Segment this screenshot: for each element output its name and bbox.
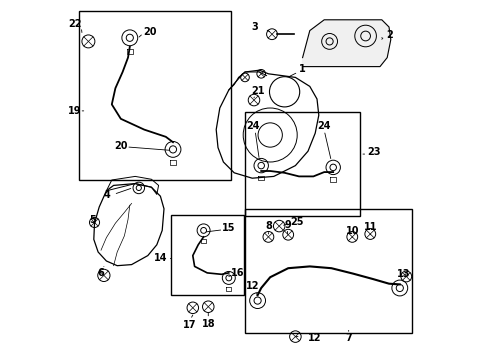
Text: 8: 8 (265, 221, 272, 231)
Text: 1: 1 (299, 64, 306, 74)
Text: 13: 13 (397, 269, 411, 279)
Text: 7: 7 (345, 333, 352, 343)
Bar (245, 209, 413, 333)
Text: 22: 22 (68, 19, 82, 30)
Text: 9: 9 (284, 220, 291, 230)
Text: 12: 12 (308, 333, 321, 343)
Bar (245, 112, 360, 216)
Text: 23: 23 (367, 147, 381, 157)
Text: 2: 2 (386, 30, 393, 40)
Text: 6: 6 (98, 268, 104, 278)
Text: 5: 5 (89, 215, 96, 225)
Text: 3: 3 (252, 22, 258, 32)
Text: 16: 16 (231, 268, 245, 278)
Text: 21: 21 (251, 86, 264, 96)
Text: 19: 19 (68, 106, 82, 116)
Text: 18: 18 (201, 319, 215, 329)
Text: 24: 24 (246, 121, 260, 131)
Bar (79, 11, 231, 180)
Text: 20: 20 (143, 27, 156, 37)
Text: 14: 14 (154, 253, 167, 264)
Polygon shape (303, 20, 391, 67)
Text: 15: 15 (222, 222, 236, 233)
Text: 12: 12 (246, 281, 260, 291)
Text: 24: 24 (318, 121, 331, 131)
Text: 20: 20 (114, 141, 127, 151)
Text: 11: 11 (364, 222, 377, 232)
Text: 10: 10 (345, 226, 359, 236)
Text: 4: 4 (104, 190, 111, 200)
Text: 25: 25 (291, 217, 304, 228)
Bar (171, 215, 245, 295)
Text: 17: 17 (182, 320, 196, 330)
